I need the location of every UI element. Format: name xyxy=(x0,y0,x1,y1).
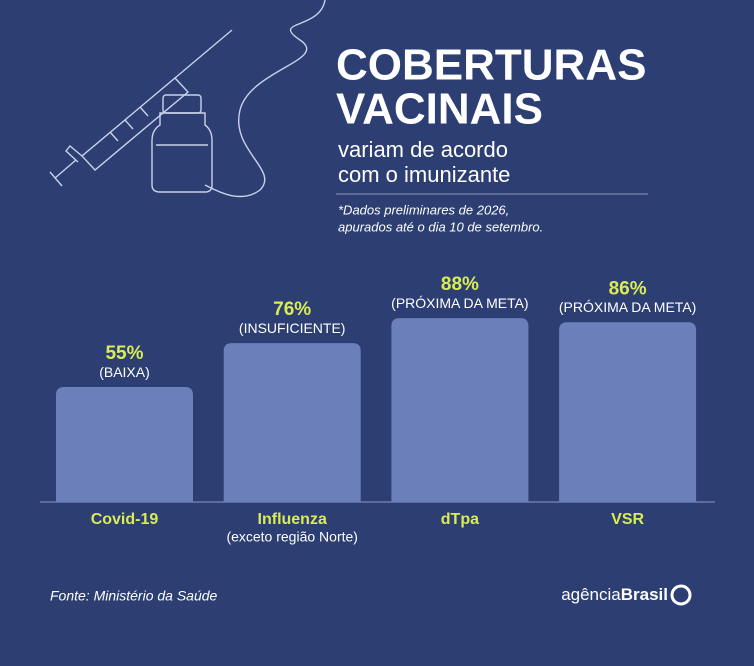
bar xyxy=(559,322,697,502)
note: apurados até o dia 10 de setembro. xyxy=(338,219,543,234)
illustration xyxy=(49,0,326,198)
brand-logo xyxy=(670,584,692,606)
value-label: 76% xyxy=(273,299,311,320)
status-label: (PRÓXIMA DA META) xyxy=(559,299,696,315)
brand-prefix: agência xyxy=(561,585,621,604)
bar xyxy=(391,318,529,502)
status-label: (BAIXA) xyxy=(99,364,150,380)
title: COBERTURAS xyxy=(336,41,646,90)
brand-name: Brasil xyxy=(621,585,668,604)
source: Fonte: Ministério da Saúde xyxy=(50,588,218,604)
bar xyxy=(223,343,361,502)
status-label: (INSUFICIENTE) xyxy=(239,320,346,336)
category-note: (exceto região Norte) xyxy=(226,529,358,545)
value-label: 86% xyxy=(609,278,647,299)
category-label: VSR xyxy=(611,511,644,528)
subtitle: variam de acordo xyxy=(338,137,508,162)
value-label: 88% xyxy=(441,274,479,295)
note: *Dados preliminares de 2026, xyxy=(338,202,509,217)
category-label: Covid-19 xyxy=(91,511,159,528)
subtitle: com o imunizante xyxy=(338,162,510,187)
brand: agênciaBrasil xyxy=(561,585,668,604)
category-label: Influenza xyxy=(258,511,327,528)
bar xyxy=(56,387,193,502)
title: VACINAIS xyxy=(336,85,543,134)
category-label: dTpa xyxy=(441,511,479,528)
status-label: (PRÓXIMA DA META) xyxy=(391,295,528,311)
value-label: 55% xyxy=(105,343,143,364)
